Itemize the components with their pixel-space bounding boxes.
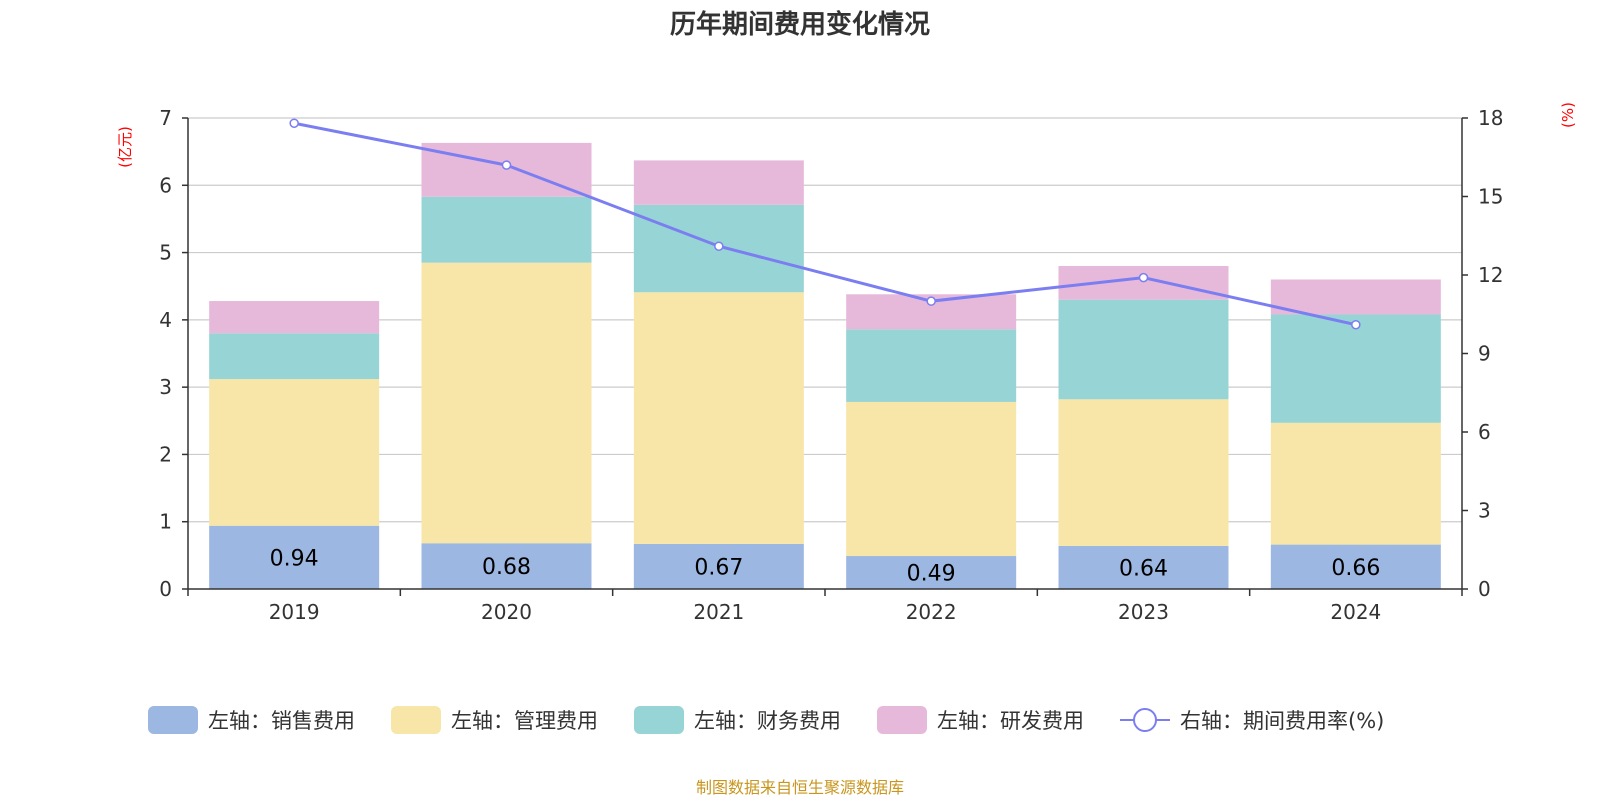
bar-segment xyxy=(1058,545,1229,589)
legend: 左轴：销售费用 左轴：管理费用 左轴：财务费用 左轴：研发费用 右轴：期间费用率(%) xyxy=(148,706,1384,734)
source-note: 制图数据来自恒生聚源数据库 xyxy=(696,778,904,797)
left-axis-unit: (亿元) xyxy=(116,126,134,168)
bar-segment xyxy=(846,556,1017,589)
x-tick-label: 2019 xyxy=(269,600,320,624)
bar-segment xyxy=(209,333,380,380)
bar-data-label: 0.94 xyxy=(270,546,319,571)
rate-point xyxy=(289,118,299,128)
left-tick-label: 4 xyxy=(159,308,172,332)
bar-segment xyxy=(846,329,1017,402)
legend-label: 右轴：期间费用率(%) xyxy=(1180,709,1384,733)
bar-labels: 0.94 0.68 0.67 0.49 0.64 0.66 xyxy=(270,546,1381,586)
bar-segment xyxy=(1058,299,1229,400)
bar-segment xyxy=(633,292,804,544)
bar-segment xyxy=(1270,314,1441,423)
bar-segment xyxy=(1058,399,1229,546)
left-tick-label: 3 xyxy=(159,375,172,399)
right-tick-label: 6 xyxy=(1478,420,1491,444)
right-axis-unit: (%) xyxy=(1559,102,1577,128)
bar-segment xyxy=(1270,422,1441,545)
legend-swatch xyxy=(148,706,198,734)
rate-point xyxy=(1351,319,1361,330)
legend-swatch xyxy=(634,706,684,734)
x-tick-label: 2021 xyxy=(693,600,744,624)
bar-data-label: 0.49 xyxy=(907,562,956,587)
x-tick-label: 2024 xyxy=(1330,600,1381,624)
bars xyxy=(209,142,1441,589)
legend-label: 左轴：管理费用 xyxy=(451,709,598,733)
right-tick-label: 12 xyxy=(1478,263,1503,287)
rate-line xyxy=(289,118,1361,330)
bar-data-label: 0.68 xyxy=(482,555,531,580)
left-tick-label: 6 xyxy=(159,173,172,197)
rate-point xyxy=(501,160,512,170)
x-tick-label: 2022 xyxy=(906,600,957,624)
bar-segment xyxy=(421,262,592,544)
bar-segment xyxy=(633,543,804,589)
bar-data-label: 0.66 xyxy=(1331,556,1380,581)
bar-data-label: 0.67 xyxy=(694,555,743,580)
left-tick-label: 1 xyxy=(159,510,172,534)
bar-segment xyxy=(209,301,380,334)
right-tick-label: 18 xyxy=(1478,106,1503,130)
right-tick-label: 15 xyxy=(1478,185,1503,209)
left-tick-label: 5 xyxy=(159,241,172,265)
left-tick-label: 2 xyxy=(159,442,172,466)
left-tick-label: 0 xyxy=(159,577,172,601)
x-tick-label: 2020 xyxy=(481,600,532,624)
bar-segment xyxy=(1270,279,1441,315)
chart-title: 历年期间费用变化情况 xyxy=(670,9,930,40)
gridlines xyxy=(188,117,1462,523)
bar-segment xyxy=(421,196,592,263)
legend-label: 左轴：财务费用 xyxy=(694,709,841,733)
rate-line-path xyxy=(293,121,1357,327)
bar-segment xyxy=(209,379,380,526)
legend-label: 左轴：销售费用 xyxy=(208,709,355,733)
bar-segment xyxy=(209,525,380,589)
bar-segment xyxy=(633,160,804,205)
rate-point xyxy=(1138,272,1149,283)
bar-data-label: 0.64 xyxy=(1119,556,1168,581)
legend-label: 左轴：研发费用 xyxy=(937,709,1084,733)
x-tick-label: 2023 xyxy=(1118,600,1169,624)
rate-point xyxy=(714,241,724,251)
rate-point xyxy=(926,296,936,306)
bar-segment xyxy=(846,401,1017,557)
bar-segment xyxy=(1270,544,1441,589)
legend-marker xyxy=(1133,708,1157,732)
bar-segment xyxy=(421,543,592,589)
legend-swatch xyxy=(391,706,441,734)
left-tick-label: 7 xyxy=(159,106,172,130)
right-tick-label: 0 xyxy=(1478,577,1491,601)
legend-swatch xyxy=(877,706,927,734)
right-tick-label: 9 xyxy=(1478,342,1491,366)
right-tick-label: 3 xyxy=(1478,499,1491,523)
